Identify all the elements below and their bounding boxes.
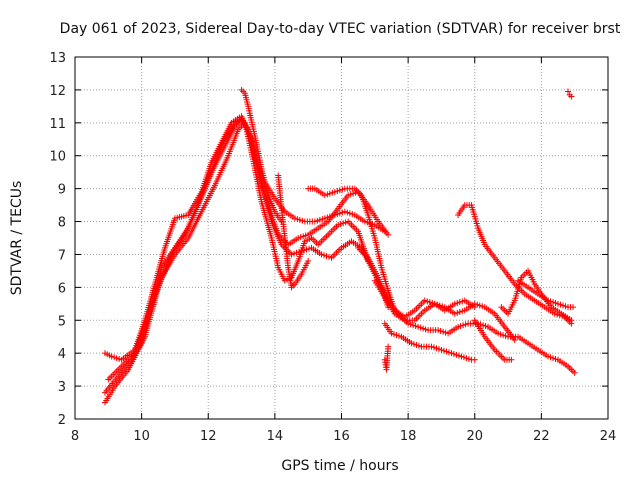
x-tick-label: 24 [600, 429, 617, 444]
data-point [568, 317, 575, 324]
y-tick-label: 13 [49, 51, 66, 66]
series-arc-2 [101, 113, 392, 363]
y-tick-label: 10 [49, 150, 66, 165]
y-tick-label: 8 [58, 216, 66, 231]
x-tick-label: 12 [200, 429, 217, 444]
x-tick-label: 16 [333, 429, 350, 444]
data-point [570, 304, 577, 311]
y-tick-label: 7 [58, 248, 66, 263]
data-point [565, 88, 572, 95]
data-point [385, 231, 392, 238]
plot-frame [74, 56, 609, 420]
series-arc-4 [105, 119, 372, 383]
x-tick-label: 8 [71, 429, 79, 444]
x-tick-label: 18 [400, 429, 417, 444]
data-point [385, 343, 392, 350]
series-arc-11 [381, 343, 392, 373]
series-arc-6 [275, 172, 312, 291]
y-tick-label: 2 [58, 413, 66, 428]
y-axis-label: SDTVAR / TECUs [9, 181, 25, 296]
y-tick-label: 3 [58, 380, 66, 395]
series-arc-16 [565, 88, 575, 100]
series-arc-10 [381, 320, 478, 363]
data-point [471, 356, 478, 363]
data-point [508, 356, 515, 363]
y-tick-label: 9 [58, 183, 66, 198]
y-tick-label: 4 [58, 347, 66, 362]
chart-title: Day 061 of 2023, Sidereal Day-to-day VTE… [60, 21, 621, 37]
data-point [305, 258, 312, 265]
series-arc-9 [371, 277, 518, 344]
x-tick-label: 22 [533, 429, 550, 444]
data-point [571, 369, 578, 376]
y-tick-label: 11 [49, 117, 66, 132]
x-tick-label: 20 [466, 429, 483, 444]
y-tick-label: 12 [49, 84, 66, 99]
x-axis-label: GPS time / hours [281, 458, 398, 474]
series-arc-12 [455, 202, 575, 327]
x-tick-label: 14 [267, 429, 284, 444]
y-tick-label: 6 [58, 281, 66, 296]
series-arc-15 [515, 277, 577, 311]
data-point [511, 337, 518, 344]
ticks: 8 10 12 14 16 18 20 22 24 2 3 4 5 6 7 8 9 10 11 12 13 [49, 51, 616, 444]
y-tick-label: 5 [58, 314, 66, 329]
x-tick-label: 10 [133, 429, 150, 444]
data-points [101, 86, 578, 406]
series-arc-14 [471, 317, 515, 363]
data-point [568, 93, 575, 100]
